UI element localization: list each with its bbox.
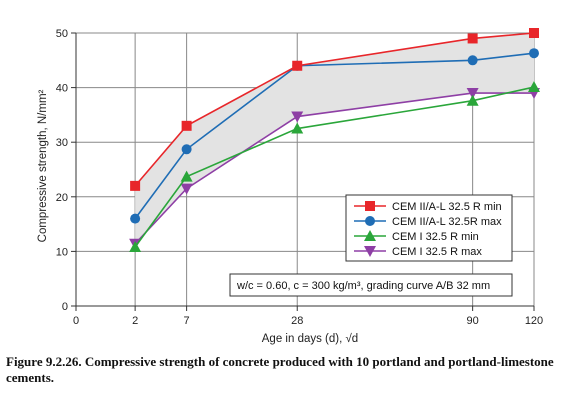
y-axis-label: Compressive strength, N/mm² [37,89,49,242]
figure-caption: Figure 9.2.26. Compressive strength of c… [6,354,554,385]
legend-label: CEM I 32.5 R min [392,231,479,243]
legend: CEM II/A-L 32.5 R min CEM II/A-L 32.5R ma… [345,194,513,262]
data-point [181,120,192,131]
data-point [292,60,303,71]
y-tick-label: 50 [56,28,68,40]
series-2 [129,81,540,253]
data-point [180,183,193,195]
y-tick-label: 40 [56,83,68,95]
tick-labels: 0 10 20 30 40 50 0 2 7 28 90 120 [56,28,543,327]
data-point [130,213,141,224]
shaded-band [135,33,534,244]
annotation-frame [229,273,513,297]
x-tick-label: 7 [184,315,190,327]
data-point [180,170,193,182]
data-point [291,111,304,123]
data-point [129,241,142,253]
series-0 [130,28,539,191]
y-tick-label: 20 [56,192,68,204]
y-tick-label: 30 [56,137,68,149]
annotation-text: w/c = 0.60, c = 300 kg/m³, grading curve… [236,280,490,292]
data-point [529,48,539,59]
data-point [291,122,304,134]
legend-marker [365,216,375,226]
series-3 [129,88,540,250]
x-tick-label: 120 [525,315,543,327]
shaded-band-area [135,33,534,244]
legend-label: CEM II/A-L 32.5R max [392,216,502,228]
legend-label: CEM I 32.5 R max [392,246,482,258]
annotation-box: w/c = 0.60, c = 300 kg/m³, grading curve… [229,273,513,297]
legend-marker [364,230,376,241]
data-point [529,28,539,38]
x-tick-label: 0 [73,315,79,327]
data-point [528,81,540,93]
y-tick-label: 0 [62,301,68,313]
data-point [130,180,141,191]
x-tick-label: 2 [132,315,138,327]
legend-marker [365,201,375,211]
data-point [466,94,479,106]
data-point [467,33,478,44]
x-tick-label: 28 [291,315,303,327]
x-tick-label: 90 [467,315,479,327]
x-axis-label: Age in days (d), √d [262,332,358,345]
axes [71,32,535,311]
legend-label: CEM II/A-L 32.5 R min [392,201,502,213]
legend-marker [364,246,376,257]
data-point [181,144,192,155]
y-tick-label: 10 [56,246,68,258]
series-layer [129,28,540,253]
data-point [466,88,479,100]
data-point [467,55,478,66]
